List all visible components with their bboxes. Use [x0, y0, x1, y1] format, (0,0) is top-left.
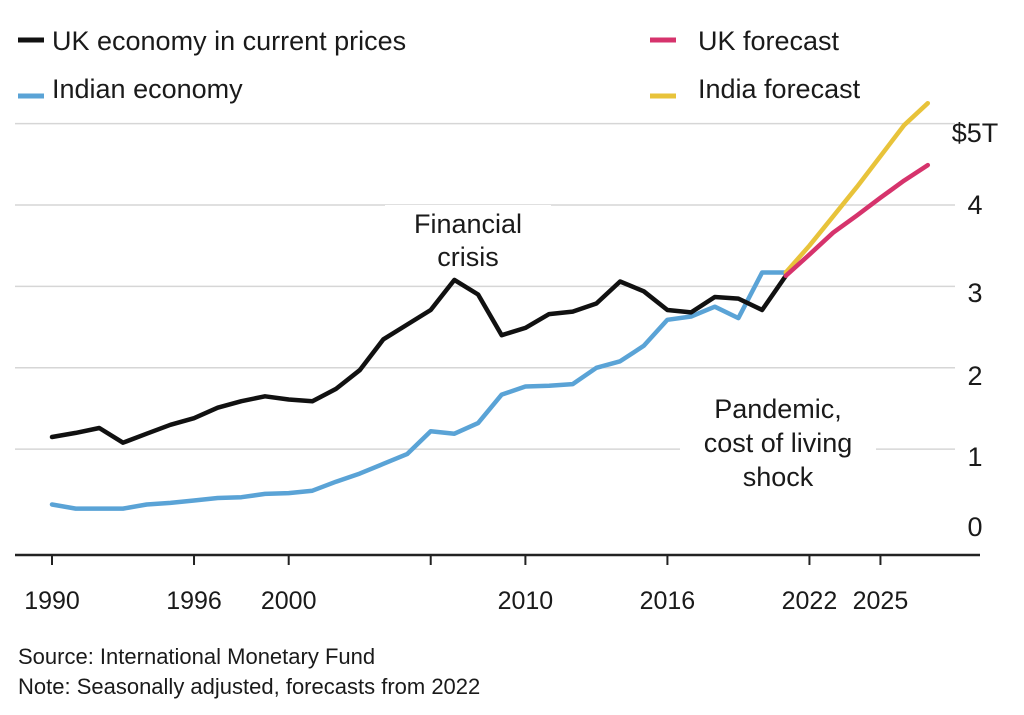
- y-tick-label-5: $5T: [952, 118, 999, 148]
- annotation-pandemic-line3: shock: [743, 462, 814, 492]
- legend-item-india: Indian economy: [18, 74, 243, 104]
- legend-item-uk: UK economy in current prices: [18, 26, 406, 56]
- annotation-financial-crisis: Financial crisis: [385, 205, 551, 277]
- x-tick-label-2016: 2016: [640, 587, 696, 615]
- x-tick-label-2025: 2025: [853, 587, 909, 615]
- footer-source: Source: International Monetary Fund: [18, 644, 375, 669]
- x-tick-label-2022: 2022: [782, 587, 838, 615]
- gridlines: [15, 122, 955, 450]
- legend-label-india-forecast: India forecast: [698, 74, 861, 104]
- y-tick-label-1: 1: [967, 442, 982, 472]
- legend-label-uk: UK economy in current prices: [52, 26, 406, 56]
- annotation-financial-crisis-line2: crisis: [437, 242, 499, 272]
- y-tick-label-4: 4: [967, 190, 982, 220]
- series-line-uk-forecast: [783, 162, 931, 279]
- annotation-pandemic: Pandemic, cost of living shock: [680, 390, 876, 494]
- x-tick-label-2000: 2000: [261, 587, 317, 615]
- annotation-pandemic-line2: cost of living: [704, 428, 853, 458]
- series-line-uk: [49, 273, 789, 445]
- x-tick-label-1996: 1996: [166, 587, 222, 615]
- annotation-pandemic-line1: Pandemic,: [714, 394, 842, 424]
- legend: UK economy in current prices UK forecast…: [18, 26, 861, 104]
- y-tick-label-2: 2: [967, 361, 982, 391]
- x-axis: 1990 1996 2000 2010 2016 2022 2025: [15, 553, 980, 615]
- x-tick-label-1990: 1990: [24, 587, 80, 615]
- x-tick-label-2010: 2010: [498, 587, 554, 615]
- series-line-india-forecast: [783, 100, 931, 275]
- y-tick-label-0: 0: [967, 512, 982, 542]
- y-tick-label-3: 3: [967, 278, 982, 308]
- y-axis: 0 1 2 3 4 $5T: [952, 118, 999, 542]
- legend-label-india: Indian economy: [52, 74, 243, 104]
- footer-note: Note: Seasonally adjusted, forecasts fro…: [18, 674, 480, 699]
- legend-item-uk-forecast: UK forecast: [650, 26, 840, 56]
- series-line-india: [49, 270, 789, 511]
- legend-item-india-forecast: India forecast: [650, 74, 861, 104]
- legend-label-uk-forecast: UK forecast: [698, 26, 840, 56]
- annotation-financial-crisis-line1: Financial: [414, 209, 522, 239]
- series-lines: [49, 100, 931, 511]
